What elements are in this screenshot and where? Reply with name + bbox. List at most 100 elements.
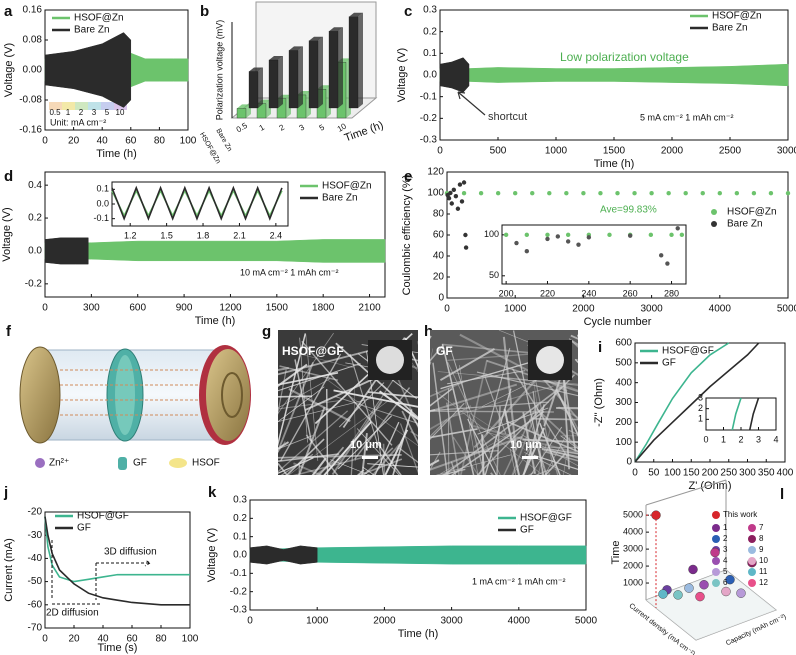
point xyxy=(463,232,468,238)
y-axis-label: -Z'' (Ohm) xyxy=(593,378,605,427)
point xyxy=(545,232,550,238)
point xyxy=(658,253,664,258)
panel-label: k xyxy=(208,484,217,501)
y-tick-label: -0.3 xyxy=(420,135,438,146)
point xyxy=(478,191,484,196)
fiber xyxy=(362,447,394,475)
fiber xyxy=(278,397,374,423)
point xyxy=(514,240,519,246)
fiber xyxy=(333,389,418,408)
point xyxy=(666,191,671,196)
x-tick-label: 1800 xyxy=(312,303,335,314)
fiber xyxy=(430,383,518,413)
fiber xyxy=(278,378,331,409)
fiber xyxy=(335,342,418,419)
x-tick-label: 5000 xyxy=(575,616,598,627)
annotation: Ave=99.83% xyxy=(600,205,657,216)
x-tick-label: 100 xyxy=(180,136,197,147)
panel-label: g xyxy=(262,323,271,340)
y-tick-label: 0.1 xyxy=(233,531,247,542)
legend-marker xyxy=(711,221,717,227)
legend-marker xyxy=(712,535,720,543)
panel-label: b xyxy=(200,3,209,20)
legend-marker xyxy=(712,524,720,532)
scale-bar xyxy=(522,456,538,459)
fiber xyxy=(404,337,418,369)
point xyxy=(684,583,694,593)
fiber xyxy=(430,435,523,471)
point xyxy=(565,239,571,244)
fiber xyxy=(305,334,319,461)
x-tick-label: 220 xyxy=(540,288,555,298)
fiber xyxy=(512,438,537,475)
x-tick-label: 80 xyxy=(155,634,167,645)
fiber xyxy=(398,447,418,464)
y-tick-label: 3 xyxy=(698,392,703,402)
legend-marker xyxy=(712,557,720,565)
y-tick-label: -0.08 xyxy=(19,95,42,106)
y-tick-label: -70 xyxy=(28,623,43,634)
arrow xyxy=(457,91,486,116)
line xyxy=(111,185,283,221)
legend-marker xyxy=(748,535,756,543)
legend-marker xyxy=(748,557,756,565)
point xyxy=(448,190,453,196)
fiber xyxy=(522,438,578,444)
y-axis-label: Time xyxy=(610,540,622,564)
legend-label: 4 xyxy=(723,556,728,565)
rate-label: 1 xyxy=(66,108,71,117)
point xyxy=(683,191,688,196)
x-tick-label: 5 xyxy=(318,122,327,132)
legend-zn-icon xyxy=(35,458,45,468)
point xyxy=(725,574,735,585)
fiber xyxy=(503,408,520,475)
x-tick-label: 80 xyxy=(154,136,166,147)
fiber xyxy=(449,346,470,410)
fiber xyxy=(278,332,334,415)
x-tick-label: 0 xyxy=(42,303,48,314)
x-tick-label: 100 xyxy=(664,468,681,479)
bar-top xyxy=(349,12,363,17)
fiber xyxy=(390,354,418,362)
y-tick-label: 0.4 xyxy=(28,180,42,191)
panel-label: l xyxy=(780,486,784,503)
x-axis-label: Time (s) xyxy=(98,642,138,654)
point xyxy=(524,249,530,254)
fiber xyxy=(509,448,516,475)
fiber xyxy=(532,390,544,475)
x-tick-label: 240 xyxy=(581,288,596,298)
x-tick-label: 0 xyxy=(42,136,48,147)
x-tick-label: 3000 xyxy=(640,304,663,315)
voltage-band xyxy=(439,63,789,87)
y-tick-label: 300 xyxy=(615,397,632,408)
plot-frame xyxy=(501,224,687,285)
legend-marker xyxy=(712,511,720,519)
photo-disc xyxy=(536,346,564,374)
legend-label: GF xyxy=(662,358,676,369)
y-axis-label: Voltage (V) xyxy=(3,43,15,97)
annotation: 10 mA cm⁻² 1 mAh cm⁻² xyxy=(240,267,339,277)
fiber xyxy=(337,368,401,463)
legend-gf-icon xyxy=(118,457,127,470)
x-tick-label: 0 xyxy=(632,468,638,479)
point xyxy=(459,199,465,204)
point xyxy=(658,589,668,599)
fiber xyxy=(506,420,578,453)
photo-disc xyxy=(376,346,404,374)
y-tick-label: 0.1 xyxy=(96,184,109,194)
point xyxy=(513,191,518,196)
x-tick-label: 3000 xyxy=(777,146,796,157)
voltage-band xyxy=(249,545,318,565)
y-tick-label: 1 xyxy=(698,414,703,424)
x-tick-label: 350 xyxy=(758,468,775,479)
fiber xyxy=(511,404,540,475)
legend-label: HSOF xyxy=(192,458,220,469)
x-axis-label: Time (h) xyxy=(594,158,635,170)
fiber xyxy=(279,365,339,381)
point xyxy=(581,191,586,196)
annotation: shortcut xyxy=(488,111,527,123)
fiber xyxy=(539,422,561,475)
fiber xyxy=(278,457,314,474)
y-tick-label: -30 xyxy=(28,530,43,541)
fiber xyxy=(314,460,335,475)
